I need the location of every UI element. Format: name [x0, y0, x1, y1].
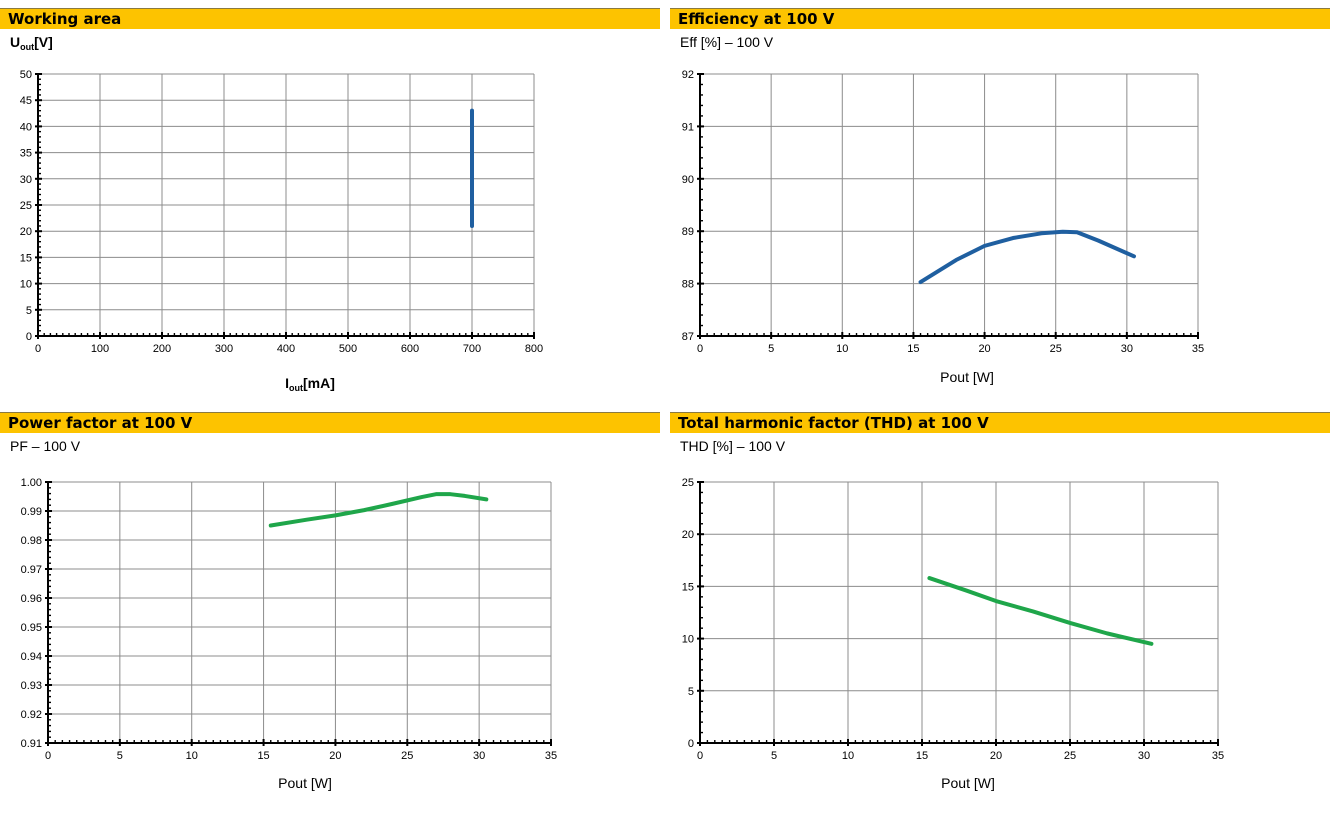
x-tick-label: 10 [186, 750, 198, 762]
power-factor-plot: 0 5 10 15 20 25 30 35 0.91 0.92 0.93 0.94 0.95 0.96 0.… [21, 477, 558, 762]
series-line [268, 492, 489, 528]
x-tick-label: 30 [1138, 750, 1150, 762]
x-tick-label: 15 [916, 750, 928, 762]
efficiency-plot: 0 5 10 15 20 25 30 35 87 88 89 90 91 92 [682, 69, 1204, 355]
x-tick-label: 20 [329, 750, 341, 762]
y-tick-label: 1.00 [21, 477, 42, 489]
x-tick-label: 200 [153, 343, 171, 355]
y-tick-label: 87 [682, 331, 694, 343]
x-tick-label: 30 [473, 750, 485, 762]
chart-title: Efficiency at 100 V [678, 10, 835, 28]
x-tick-label: 25 [1050, 343, 1062, 355]
y-axis-label: THD [%] – 100 V [680, 438, 786, 454]
x-tick-label: 700 [463, 343, 481, 355]
chart-title-bar: Total harmonic factor (THD) at 100 V [670, 412, 1330, 433]
x-tick-label: 5 [117, 750, 123, 762]
x-tick-label: 5 [771, 750, 777, 762]
y-tick-label: 0.95 [21, 622, 42, 634]
y-tick-label: 20 [20, 226, 32, 238]
y-tick-label: 92 [682, 69, 694, 81]
y-tick-label: 91 [682, 121, 694, 133]
series-line [918, 229, 1136, 285]
x-tick-label: 25 [401, 750, 413, 762]
chart-title-bar: Power factor at 100 V [0, 412, 660, 433]
y-tick-label: 45 [20, 95, 32, 107]
working-area-plot: 0 100 200 300 400 500 600 700 800 0 5 10 15 20 25 30 35 4… [20, 69, 543, 355]
y-tick-label: 0.94 [21, 651, 42, 663]
x-tick-label: 30 [1121, 343, 1133, 355]
y-tick-label: 89 [682, 226, 694, 238]
x-tick-label: 35 [1192, 343, 1204, 355]
chart-panel-thd: Total harmonic factor (THD) at 100 V THD… [670, 412, 1330, 791]
x-tick-label: 15 [257, 750, 269, 762]
y-axis-label: PF – 100 V [10, 438, 81, 454]
x-tick-label: 300 [215, 343, 233, 355]
x-tick-label: 25 [1064, 750, 1076, 762]
y-tick-label: 5 [26, 305, 32, 317]
x-tick-label: 20 [990, 750, 1002, 762]
y-tick-label: 30 [20, 174, 32, 186]
chart-title-bar: Efficiency at 100 V [670, 8, 1330, 29]
y-tick-label: 0 [26, 331, 32, 343]
y-tick-label: 0.97 [21, 564, 42, 576]
y-tick-label: 0.93 [21, 680, 42, 692]
chart-title: Total harmonic factor (THD) at 100 V [678, 414, 989, 432]
x-tick-label: 20 [978, 343, 990, 355]
chart-panel-working-area: Working area Uout[V] 0 100 200 300 400 500 600… [0, 8, 660, 393]
x-tick-label: 0 [697, 750, 703, 762]
x-tick-label: 15 [907, 343, 919, 355]
y-tick-label: 0.96 [21, 593, 42, 605]
x-tick-label: 10 [842, 750, 854, 762]
thd-plot: 0 5 10 15 20 25 30 35 0 5 10 15 20 25 [682, 477, 1224, 762]
y-tick-label: 0.99 [21, 506, 42, 518]
y-tick-label: 88 [682, 279, 694, 291]
y-tick-label: 0.98 [21, 535, 42, 547]
y-tick-label: 0 [688, 738, 694, 750]
chart-title: Power factor at 100 V [8, 414, 193, 432]
x-tick-label: 500 [339, 343, 357, 355]
y-tick-label: 40 [20, 121, 32, 133]
y-tick-label: 0.92 [21, 709, 42, 721]
y-tick-label: 10 [20, 279, 32, 291]
x-axis-label: Pout [W] [940, 369, 994, 385]
x-tick-label: 10 [836, 343, 848, 355]
x-axis-label: Pout [W] [941, 775, 995, 791]
x-tick-label: 400 [277, 343, 295, 355]
x-tick-label: 35 [545, 750, 557, 762]
y-tick-label: 25 [682, 477, 694, 489]
y-tick-label: 15 [20, 252, 32, 264]
y-tick-label: 50 [20, 69, 32, 81]
x-tick-label: 0 [697, 343, 703, 355]
chart-title: Working area [8, 10, 122, 28]
x-axis-label: Iout[mA] [285, 375, 335, 393]
chart-panel-efficiency: Efficiency at 100 V Eff [%] – 100 V 0 5 10… [670, 8, 1330, 385]
chart-panel-power-factor: Power factor at 100 V PF – 100 V 0 5 10 15 2… [0, 412, 660, 791]
y-tick-label: 20 [682, 529, 694, 541]
x-tick-label: 600 [401, 343, 419, 355]
y-tick-label: 25 [20, 200, 32, 212]
x-axis-label: Pout [W] [278, 775, 332, 791]
y-tick-label: 0.91 [21, 738, 42, 750]
x-tick-label: 0 [35, 343, 41, 355]
x-tick-label: 800 [525, 343, 543, 355]
x-tick-label: 35 [1212, 750, 1224, 762]
series-line [927, 576, 1154, 646]
y-tick-label: 5 [688, 686, 694, 698]
x-tick-label: 0 [45, 750, 51, 762]
y-tick-label: 90 [682, 174, 694, 186]
y-tick-label: 15 [682, 581, 694, 593]
x-tick-label: 100 [91, 343, 109, 355]
y-axis-label: Uout[V] [10, 34, 53, 52]
y-tick-label: 10 [682, 634, 694, 646]
y-axis-label: Eff [%] – 100 V [680, 34, 774, 50]
chart-title-bar: Working area [0, 8, 660, 29]
x-tick-label: 5 [768, 343, 774, 355]
y-tick-label: 35 [20, 148, 32, 160]
